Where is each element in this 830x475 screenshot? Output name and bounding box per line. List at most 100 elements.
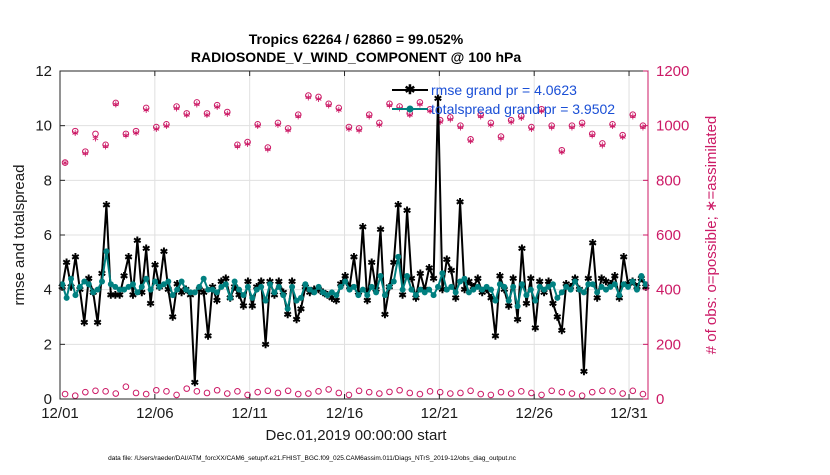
spread-point <box>138 283 145 290</box>
rmse-point: ✱ <box>412 293 421 304</box>
spread-point <box>483 283 490 290</box>
spread-point <box>275 283 282 290</box>
rmse-point: ✱ <box>553 313 562 324</box>
obs-lowcount-marker <box>173 391 180 399</box>
spread-point <box>567 286 574 293</box>
spread-point <box>72 292 79 299</box>
y2-axis-label: # of obs: o=possible; ∗=assimilated <box>703 116 720 355</box>
obs-lowcount-marker <box>497 388 505 396</box>
obs-possible-marker <box>376 119 383 127</box>
spread-point <box>249 294 256 301</box>
obs-lowcount-marker <box>122 383 130 391</box>
rmse-point: ✱ <box>102 200 111 211</box>
obs-possible-marker <box>132 127 140 135</box>
obs-lowcount-marker <box>305 390 312 397</box>
spread-point <box>116 286 123 293</box>
spread-point <box>505 297 512 304</box>
obs-assimilated-marker: ∗ <box>588 131 596 142</box>
obs-possible-marker <box>609 121 616 128</box>
obs-assimilated-marker: ∗ <box>568 123 576 134</box>
legend-rmse-marker: ✱ <box>405 82 416 97</box>
obs-assimilated-marker: ∗ <box>203 110 211 121</box>
obs-assimilated-marker: ∗ <box>517 113 525 124</box>
obs-assimilated-marker: ∗ <box>304 92 312 103</box>
obs-assimilated-marker: ∗ <box>91 133 99 144</box>
obs-possible-marker <box>355 125 363 132</box>
rmse-point: ✱ <box>270 291 279 302</box>
spread-point <box>549 281 556 288</box>
obs-lowcount-marker <box>325 386 332 393</box>
obs-possible-marker <box>305 92 312 99</box>
spread-point <box>293 297 300 304</box>
obs-lowcount-marker <box>183 385 191 392</box>
spread-point <box>470 286 477 293</box>
obs-lowcount-marker <box>213 386 221 394</box>
rmse-point: ✱ <box>107 291 116 302</box>
spread-point <box>333 292 340 299</box>
obs-assimilated-marker: ∗ <box>537 106 545 117</box>
spread-point <box>280 292 287 299</box>
spread-point <box>68 275 75 282</box>
obs-assimilated-marker: ∗ <box>253 121 261 132</box>
spread-point <box>412 292 419 299</box>
obs-lowcount-marker <box>599 387 606 395</box>
rmse-point: ✱ <box>248 302 257 313</box>
spread-point <box>355 292 362 299</box>
legend-spread-label: totalspread grand pr = 3.9502 <box>431 101 615 117</box>
obs-lowcount-marker <box>345 391 353 399</box>
y2-tick-label: 400 <box>656 282 681 299</box>
spread-point <box>461 275 468 282</box>
obs-possible-marker <box>477 111 485 119</box>
spread-point <box>492 297 499 304</box>
spread-point <box>558 289 565 296</box>
obs-assimilated-marker: ∗ <box>547 123 555 134</box>
obs-lowcount-marker <box>264 387 272 395</box>
spread-point <box>620 281 627 288</box>
rmse-point: ✱ <box>151 261 160 272</box>
obs-possible-marker <box>457 122 464 129</box>
spread-point <box>368 283 375 290</box>
spread-point <box>267 281 273 288</box>
spread-point <box>99 278 105 285</box>
obs-lowcount-marker <box>335 389 343 397</box>
obs-possible-marker <box>345 123 353 131</box>
rmse-point: ✱ <box>443 255 452 266</box>
y2-tick-label: 1200 <box>656 63 689 80</box>
obs-assimilated-marker: ∗ <box>406 110 414 121</box>
spread-point <box>514 303 521 310</box>
obs-possible-marker <box>122 130 130 138</box>
obs-lowcount-marker <box>294 390 302 398</box>
obs-lowcount-marker <box>132 389 140 397</box>
obs-assimilated-marker: ∗ <box>324 101 332 112</box>
spread-point <box>536 283 543 290</box>
spread-point <box>479 286 486 293</box>
rmse-point: ✱ <box>456 198 465 209</box>
rmse-point: ✱ <box>394 200 403 211</box>
spread-point <box>629 278 636 285</box>
spread-point <box>103 248 110 255</box>
rmse-point: ✱ <box>129 291 138 302</box>
spread-point <box>465 289 472 296</box>
obs-possible-marker <box>528 123 535 131</box>
obs-possible-marker <box>335 104 343 112</box>
obs-lowcount-marker <box>61 390 69 398</box>
rmse-point: ✱ <box>434 94 443 105</box>
obs-lowcount-marker <box>548 387 555 395</box>
obs-assimilated-marker: ∗ <box>385 101 393 112</box>
rmse-point: ✱ <box>341 272 350 283</box>
rmse-point: ✱ <box>544 277 553 288</box>
obs-lowcount-marker <box>517 388 525 395</box>
spread-point <box>63 294 70 301</box>
rmse-point: ✱ <box>288 277 297 288</box>
rmse-point: ✱ <box>328 293 337 304</box>
obs-lowcount-marker <box>467 387 474 395</box>
rmse-point: ✱ <box>381 310 390 321</box>
y-tick-label: 4 <box>44 282 52 299</box>
rmse-point: ✱ <box>169 313 178 324</box>
spread-point <box>642 281 649 288</box>
obs-possible-marker <box>578 119 586 127</box>
obs-assimilated-marker: ∗ <box>162 121 170 132</box>
spread-point <box>346 286 353 293</box>
spread-point <box>377 273 384 279</box>
